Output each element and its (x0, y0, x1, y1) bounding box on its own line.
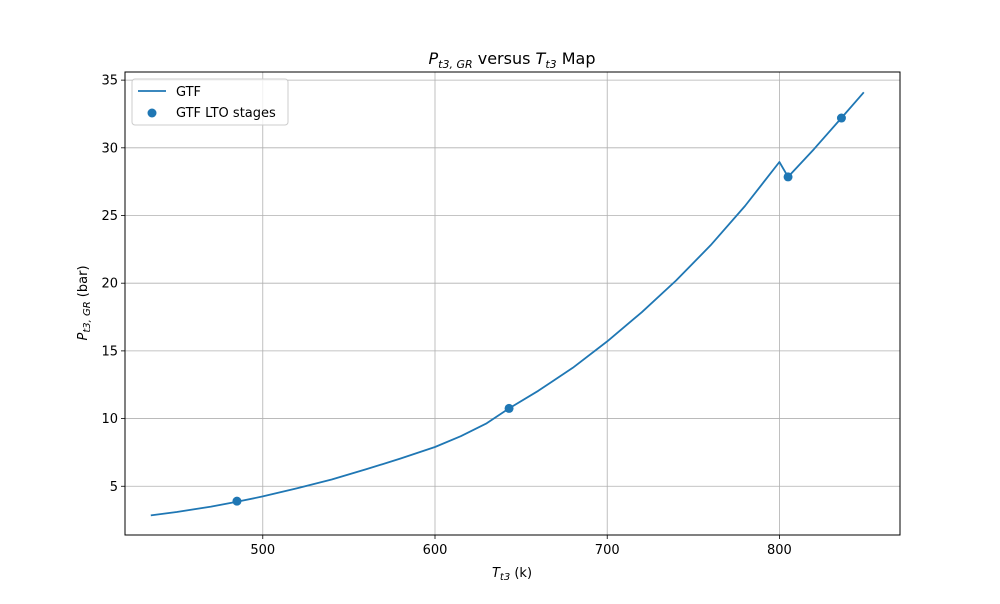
lto-stage-point (232, 496, 242, 506)
plot-frame (124, 71, 901, 536)
title-var-sub: t3, GR (438, 58, 472, 71)
xlabel-main: T (492, 566, 501, 581)
title-mid: versus (473, 49, 536, 68)
lto-stage-point (836, 113, 846, 123)
ylabel-unit: (bar) (76, 265, 91, 301)
legend-label-lto: GTF LTO stages (176, 106, 276, 121)
x-tick-label: 600 (423, 543, 448, 558)
legend-label-gtf: GTF (176, 85, 201, 100)
y-tick-label: 10 (101, 412, 118, 427)
y-tick-label: 30 (101, 141, 118, 156)
y-tick-label: 20 (101, 277, 118, 292)
series-line-gtf (150, 91, 865, 517)
lto-stage-point (783, 172, 793, 182)
y-tick-label: 15 (101, 344, 118, 359)
xlabel-unit: (k) (510, 566, 532, 581)
x-tick-label: 700 (595, 543, 620, 558)
x-tick-label: 500 (250, 543, 275, 558)
y-tick-label: 25 (101, 209, 118, 224)
title-var2-sub: t3 (545, 58, 556, 71)
tick-layer: 500 600 700 800 5 10 15 20 25 30 35 (101, 74, 791, 558)
ylabel-main: P (76, 333, 91, 341)
y-tick-label: 5 (110, 480, 118, 495)
x-tick-label: 800 (767, 543, 792, 558)
title-var2-main: T (536, 49, 547, 68)
legend: GTF GTF LTO stages (131, 78, 289, 126)
lto-stage-point (504, 403, 514, 413)
ylabel-sub: t3, GR (82, 301, 93, 332)
grid-layer (125, 72, 900, 535)
y-tick-label: 35 (101, 74, 118, 89)
x-axis-label: Tt3 (k) (492, 566, 532, 583)
title-end: Map (557, 49, 596, 68)
xlabel-sub: t3 (500, 572, 510, 583)
y-axis-label: Pt3, GR (bar) (76, 265, 93, 340)
title-var-main: P (429, 49, 439, 68)
plot-layer (150, 91, 865, 517)
chart-title: Pt3, GR versus Tt3 Map (429, 49, 596, 71)
legend-marker-swatch (147, 108, 157, 118)
legend-box (131, 78, 289, 126)
